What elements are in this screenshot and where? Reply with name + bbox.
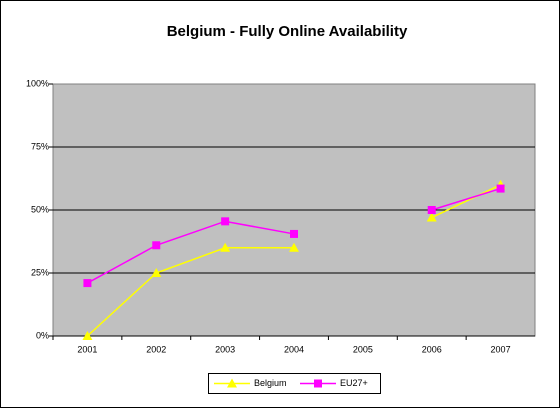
data-point: [426, 212, 437, 222]
y-tick-label: 75%: [31, 141, 49, 151]
legend-marker: [314, 379, 322, 388]
legend-label: Belgium: [254, 378, 287, 388]
y-tick-label: 100%: [26, 78, 49, 88]
data-point: [152, 241, 161, 250]
chart-title: Belgium - Fully Online Availability: [167, 23, 408, 40]
x-tick-label: 2001: [77, 344, 97, 354]
data-point: [221, 217, 230, 226]
data-point: [220, 242, 231, 252]
data-point: [83, 279, 92, 288]
legend-marker: [227, 378, 237, 388]
data-point: [151, 268, 162, 277]
x-tick-label: 2002: [146, 344, 166, 354]
x-tick-label: 2007: [491, 344, 511, 354]
x-tick-label: 2004: [284, 344, 304, 354]
data-point: [496, 184, 505, 193]
data-point: [290, 229, 298, 238]
y-tick-label: 0%: [36, 330, 49, 340]
series-line: [87, 187, 501, 284]
legend: [208, 373, 381, 394]
data-point: [289, 242, 299, 252]
series-line: [86, 184, 501, 337]
data-point: [427, 206, 436, 214]
x-tick-label: 2005: [353, 344, 373, 354]
data-point: [82, 331, 93, 340]
legend-label: EU27+: [340, 378, 368, 388]
y-tick-label: 50%: [31, 204, 49, 214]
x-tick-label: 2006: [422, 344, 442, 354]
x-tick-label: 2003: [215, 344, 235, 354]
y-tick-label: 25%: [31, 267, 49, 277]
